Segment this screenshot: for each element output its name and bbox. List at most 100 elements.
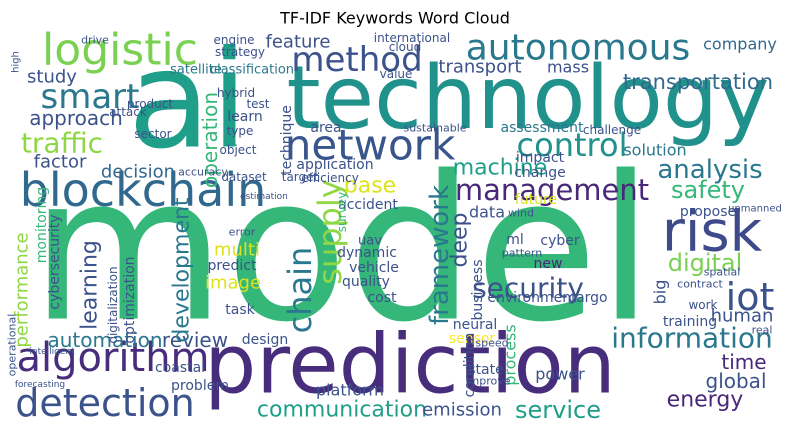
word: big (651, 280, 670, 305)
word: learn (227, 109, 262, 125)
word: iot (726, 275, 775, 319)
word: training (663, 314, 717, 330)
word: performance (12, 232, 33, 347)
word: drive (81, 34, 109, 47)
word: multi (214, 240, 260, 261)
word: real (752, 324, 773, 337)
word: technology (286, 47, 769, 149)
word: error (229, 226, 256, 239)
word: unmanned (728, 204, 782, 215)
word: quality (342, 274, 390, 290)
word: risk (662, 200, 763, 265)
word: spatial (704, 266, 741, 279)
word: value (380, 67, 413, 81)
word: assessment (501, 120, 584, 136)
word: hybrid (217, 86, 255, 100)
word: coastal (155, 360, 205, 376)
word: human (711, 306, 774, 327)
word: sustainable (403, 122, 466, 135)
word: attack (109, 105, 147, 119)
chart-title: TF-IDF Keywords Word Cloud (279, 9, 510, 28)
word: contract (677, 278, 723, 291)
word: wind (508, 207, 534, 220)
word: future (515, 192, 557, 208)
word: smart (41, 77, 140, 117)
word: work (688, 298, 717, 312)
word: time (721, 350, 766, 374)
word: sensor (449, 331, 496, 347)
word: machine (453, 156, 548, 181)
word: power (535, 365, 585, 384)
word: application (296, 157, 373, 173)
word: detection (15, 381, 194, 425)
word: survey (335, 192, 349, 232)
word: product (127, 97, 173, 111)
word: cloud (389, 40, 422, 54)
word: logistic (42, 25, 198, 76)
word: company (703, 35, 777, 54)
word: service (515, 396, 601, 424)
word: model (31, 134, 654, 367)
word: pattern (502, 247, 542, 260)
word: transport (438, 57, 521, 78)
word: task (225, 302, 255, 318)
word: supply (311, 179, 349, 284)
word: operational (6, 314, 19, 377)
word: intelligent (29, 347, 75, 357)
word: international (374, 31, 450, 45)
word: dynamic (337, 245, 397, 261)
word: management (455, 173, 649, 207)
word: review (162, 328, 228, 352)
word: predict (208, 258, 257, 274)
word: global (706, 369, 767, 393)
word: satellite (170, 63, 222, 78)
word: process (501, 324, 520, 385)
word: mass (547, 58, 589, 77)
cloud-area (10, 32, 782, 424)
word: energy (667, 388, 744, 413)
word: monitoring (34, 187, 50, 263)
word: feature (266, 32, 331, 53)
word: digital (668, 249, 743, 277)
word: decision (101, 162, 175, 183)
word: forecasting (15, 380, 65, 390)
word: study (27, 67, 77, 88)
word: platform (316, 381, 384, 400)
word: autonomous (466, 28, 691, 69)
word: strategy (215, 45, 265, 59)
word: traffic (21, 127, 103, 160)
word: uav (358, 234, 382, 249)
word: vehicle (349, 260, 399, 276)
word: business (470, 259, 486, 320)
word: learning (78, 240, 103, 330)
word: speed (475, 337, 508, 350)
word: information (611, 322, 773, 355)
word: ai (128, 22, 248, 179)
word: digitalization (106, 266, 120, 343)
word: automation (47, 328, 162, 352)
word: cybersecurity (47, 214, 63, 309)
word: control (517, 126, 628, 164)
word: safety (671, 176, 745, 204)
word: problem (171, 378, 229, 394)
word: design (242, 332, 288, 348)
word: cyber (540, 233, 579, 249)
word: condition (462, 333, 478, 398)
word: method (291, 40, 422, 80)
word: propose (680, 204, 736, 220)
word: accuracy (178, 166, 228, 179)
word: sector (134, 127, 171, 141)
word: cost (367, 290, 397, 306)
word: security (472, 272, 584, 305)
word: development (170, 197, 195, 343)
word: type (227, 124, 254, 138)
word: object (220, 143, 257, 157)
word: estimation (240, 192, 288, 202)
word: dataset (221, 170, 267, 184)
word: neural (453, 317, 498, 333)
word: challenge (583, 123, 641, 137)
word: target (282, 170, 319, 184)
word: engine (214, 33, 255, 47)
word: solution (623, 141, 686, 160)
